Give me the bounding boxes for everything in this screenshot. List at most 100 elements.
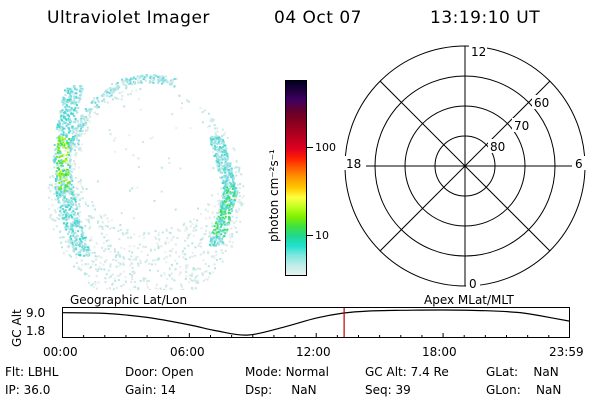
aurora-pixel bbox=[199, 241, 202, 244]
aurora-pixel bbox=[61, 173, 64, 176]
aurora-pixel bbox=[67, 101, 70, 104]
aurora-pixel bbox=[78, 133, 81, 136]
aurora-pixel bbox=[186, 99, 189, 102]
aurora-pixel bbox=[85, 253, 88, 256]
aurora-pixel bbox=[157, 81, 160, 84]
aurora-pixel bbox=[213, 225, 216, 228]
aurora-pixel bbox=[77, 139, 80, 142]
aurora-pixel bbox=[218, 243, 221, 246]
aurora-pixel bbox=[65, 215, 68, 218]
aurora-pixel bbox=[73, 248, 76, 251]
aurora-pixel bbox=[81, 197, 84, 200]
aurora-pixel bbox=[223, 196, 226, 199]
aurora-pixel bbox=[56, 126, 59, 129]
aurora-pixel bbox=[200, 213, 202, 215]
aurora-pixel bbox=[72, 221, 74, 224]
colorbar-tick-10 bbox=[307, 235, 313, 236]
y-tick-1_8: 1.8 bbox=[26, 324, 46, 338]
aurora-pixel bbox=[82, 236, 85, 239]
aurora-pixel bbox=[100, 232, 103, 235]
aurora-pixel bbox=[69, 144, 72, 147]
aurora-pixel bbox=[94, 255, 97, 258]
aurora-pixel bbox=[62, 154, 65, 157]
aurora-pixel bbox=[224, 148, 227, 151]
aurora-pixel bbox=[170, 264, 173, 266]
aurora-pixel bbox=[55, 170, 58, 173]
aurora-pixel bbox=[57, 136, 60, 139]
aurora-pixel bbox=[68, 182, 71, 185]
aurora-pixel bbox=[87, 263, 90, 266]
aurora-pixel bbox=[165, 80, 168, 83]
aurora-pixel bbox=[66, 170, 69, 173]
aurora-pixel bbox=[56, 207, 59, 210]
aurora-pixel bbox=[69, 169, 72, 172]
aurora-pixel bbox=[88, 227, 91, 230]
aurora-pixel bbox=[228, 233, 231, 236]
aurora-pixel bbox=[60, 194, 63, 197]
aurora-pixel bbox=[72, 137, 75, 140]
aurora-pixel bbox=[220, 224, 223, 226]
aurora-pixel bbox=[85, 273, 88, 276]
aurora-pixel bbox=[216, 258, 218, 261]
aurora-pixel bbox=[75, 96, 78, 99]
aurora-pixel bbox=[223, 243, 226, 246]
aurora-pixel bbox=[68, 92, 71, 95]
aurora-pixel bbox=[228, 179, 231, 182]
aurora-pixel bbox=[235, 216, 238, 219]
aurora-pixel bbox=[70, 137, 73, 140]
aurora-pixel bbox=[73, 241, 76, 244]
aurora-pixel bbox=[106, 225, 109, 228]
aurora-pixel bbox=[110, 219, 113, 222]
x-tick-2: 12:00 bbox=[296, 345, 331, 359]
aurora-pixel bbox=[60, 150, 63, 153]
aurora-pixel bbox=[105, 233, 108, 236]
aurora-pixel bbox=[157, 76, 160, 79]
colorbar bbox=[285, 80, 307, 276]
aurora-pixel bbox=[62, 198, 65, 201]
aurora-pixel bbox=[80, 229, 83, 232]
aurora-pixel bbox=[65, 154, 68, 156]
aurora-pixel bbox=[73, 231, 75, 234]
aurora-pixel bbox=[127, 93, 130, 96]
aurora-pixel bbox=[72, 129, 75, 132]
aurora-pixel bbox=[60, 154, 63, 157]
aurora-pixel bbox=[237, 183, 239, 186]
aurora-pixel bbox=[85, 117, 88, 120]
aurora-pixel bbox=[73, 244, 76, 247]
aurora-pixel bbox=[115, 254, 118, 257]
aurora-pixel bbox=[171, 113, 174, 116]
aurora-pixel bbox=[95, 105, 98, 108]
aurora-pixel bbox=[84, 122, 87, 125]
aurora-pixel bbox=[219, 240, 222, 243]
aurora-pixel bbox=[150, 77, 153, 80]
aurora-pixel bbox=[62, 114, 65, 117]
aurora-pixel bbox=[103, 268, 106, 271]
aurora-pixel bbox=[225, 170, 228, 173]
aurora-pixel bbox=[170, 81, 173, 84]
aurora-pixel bbox=[56, 188, 59, 191]
aurora-pixel bbox=[205, 229, 208, 232]
aurora-pixel bbox=[68, 166, 71, 169]
aurora-pixel bbox=[85, 188, 88, 190]
aurora-pixel bbox=[128, 250, 131, 253]
aurora-pixel bbox=[221, 158, 224, 161]
aurora-pixel bbox=[169, 254, 172, 257]
aurora-pixel bbox=[57, 149, 60, 152]
aurora-pixel bbox=[62, 176, 65, 179]
aurora-pixel bbox=[134, 81, 136, 83]
aurora-pixel bbox=[222, 201, 225, 204]
aurora-pixel bbox=[207, 112, 210, 115]
aurora-pixel bbox=[60, 114, 63, 117]
aurora-pixel bbox=[78, 245, 81, 248]
aurora-pixel bbox=[216, 156, 219, 159]
aurora-pixel bbox=[120, 98, 123, 101]
aurora-pixel bbox=[228, 191, 231, 193]
aurora-pixel bbox=[81, 129, 84, 132]
aurora-pixel bbox=[173, 279, 176, 282]
aurora-pixel bbox=[67, 232, 70, 235]
aurora-pixel bbox=[66, 168, 69, 171]
aurora-pixel bbox=[190, 286, 193, 289]
aurora-pixel bbox=[239, 183, 242, 185]
aurora-pixel bbox=[83, 254, 86, 257]
aurora-pixel bbox=[72, 186, 75, 189]
